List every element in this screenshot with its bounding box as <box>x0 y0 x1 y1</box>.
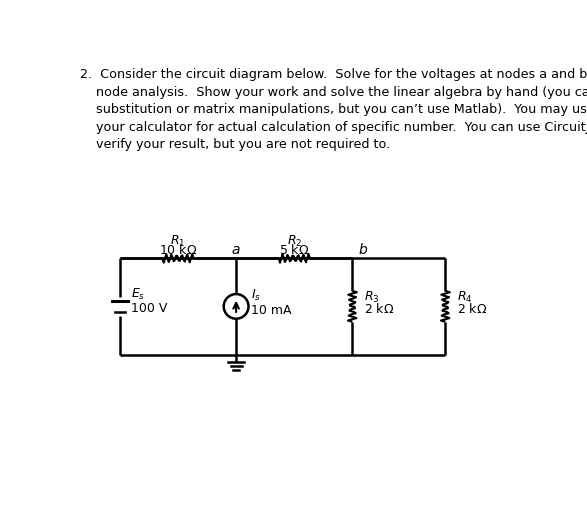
Text: $R_4$: $R_4$ <box>457 289 473 305</box>
Text: $R_1$: $R_1$ <box>170 234 185 249</box>
Text: $E_s$: $E_s$ <box>131 286 145 302</box>
Text: a: a <box>232 243 240 257</box>
Text: $R_3$: $R_3$ <box>364 289 380 305</box>
Text: 100 V: 100 V <box>131 302 167 315</box>
Text: $I_s$: $I_s$ <box>251 288 261 303</box>
Text: 2 k$\Omega$: 2 k$\Omega$ <box>457 302 487 316</box>
Text: $R_2$: $R_2$ <box>286 234 302 249</box>
Text: 10 k$\Omega$: 10 k$\Omega$ <box>159 243 197 257</box>
Text: 5 k$\Omega$: 5 k$\Omega$ <box>279 243 309 257</box>
Text: 2.  Consider the circuit diagram below.  Solve for the voltages at nodes a and b: 2. Consider the circuit diagram below. S… <box>80 68 587 151</box>
Text: 10 mA: 10 mA <box>251 304 291 317</box>
Text: b: b <box>359 243 367 257</box>
Text: 2 k$\Omega$: 2 k$\Omega$ <box>364 302 394 316</box>
